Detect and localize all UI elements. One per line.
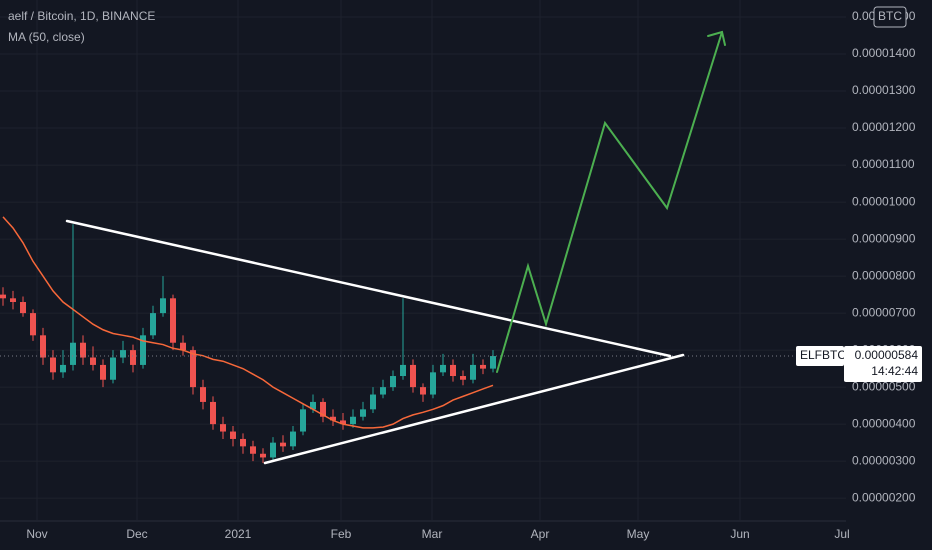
candle-body — [210, 401, 216, 425]
candle-body — [400, 364, 406, 377]
x-tick-label: Jul — [834, 527, 849, 541]
candle-body — [490, 356, 496, 369]
candle-body — [370, 394, 376, 410]
grid — [0, 0, 846, 520]
candle-body — [30, 313, 36, 336]
candle-body — [20, 302, 26, 314]
x-tick-label: Mar — [422, 527, 443, 541]
trend-line — [65, 219, 672, 358]
candle-body — [140, 335, 146, 365]
y-tick-label: 0.00000700 — [852, 305, 916, 319]
candle-body — [350, 416, 356, 425]
y-tick-label: 0.00001300 — [852, 83, 916, 97]
candle-body — [170, 298, 176, 343]
x-tick-label: Apr — [531, 527, 550, 541]
candle-body — [200, 387, 206, 402]
currency-badge — [873, 6, 907, 28]
symbol-box — [796, 346, 844, 366]
currency: BTC — [878, 9, 902, 23]
x-tick-label: 2021 — [225, 527, 252, 541]
candle-body — [60, 364, 66, 373]
candle-body — [150, 313, 156, 336]
candle-body — [300, 409, 306, 432]
x-tick-label: Nov — [26, 527, 47, 541]
y-tick-label: 0.00000400 — [852, 416, 916, 430]
candle-body — [250, 446, 256, 454]
ma-line — [2, 216, 494, 429]
candle-body — [290, 431, 296, 447]
y-tick-label: 0.00000500 — [852, 379, 916, 393]
candle-body — [340, 420, 346, 425]
price-axis — [846, 0, 932, 550]
candle-body — [110, 357, 116, 380]
candle-body — [10, 298, 16, 303]
projection — [496, 31, 723, 373]
y-tick-label: 0.00000900 — [852, 231, 916, 245]
candle-body — [0, 294, 6, 299]
x-tick-label: Jun — [730, 527, 749, 541]
plot — [0, 216, 846, 464]
countdown: 14:42:44 — [871, 364, 918, 378]
candle-body — [280, 442, 286, 447]
ma-legend: MA (50, close) — [8, 30, 85, 44]
x-tick-label: Dec — [126, 527, 147, 541]
arrow-head — [707, 30, 726, 46]
y-tick-label: 0.00001100 — [852, 157, 915, 171]
x-tick-label: Feb — [331, 527, 352, 541]
y-tick-label: 0.00001000 — [852, 194, 916, 208]
candle-body — [390, 376, 396, 388]
candle-body — [310, 401, 316, 410]
candle-body — [50, 357, 56, 373]
x-tick-label: May — [627, 527, 650, 541]
candle-body — [230, 431, 236, 439]
y-tick-label: 0.00000300 — [852, 453, 916, 467]
last-price: 0.00000584 — [855, 348, 919, 362]
symbol: ELFBTC — [800, 348, 846, 362]
candle-body — [440, 364, 446, 373]
candle-body — [100, 364, 106, 380]
candle-body — [240, 438, 246, 447]
candle-body — [80, 342, 86, 358]
candle-body — [460, 376, 466, 380]
candle-body — [180, 342, 186, 351]
drawings — [65, 30, 726, 465]
candle-body — [410, 364, 416, 388]
trend-line — [263, 353, 685, 465]
price-box — [844, 346, 922, 382]
title: aelf / Bitcoin, 1D, BINANCE — [8, 9, 155, 23]
candle-body — [220, 424, 226, 432]
candle-body — [270, 442, 276, 458]
candle-body — [380, 387, 386, 395]
candle-body — [330, 416, 336, 421]
candle-body — [420, 387, 426, 395]
candle-body — [360, 409, 366, 417]
candle-body — [320, 401, 326, 417]
candle-body — [40, 335, 46, 358]
candle-body — [130, 350, 136, 365]
candle-body — [450, 364, 456, 377]
candle-body — [260, 453, 266, 458]
axes: 0.000015000.000014000.000013000.00001200… — [26, 9, 915, 541]
candle-body — [90, 357, 96, 365]
candle-body — [70, 342, 76, 365]
y-tick-label: 0.00001200 — [852, 120, 916, 134]
candle-body — [120, 350, 126, 358]
candle-body — [190, 350, 196, 388]
candle-body — [470, 364, 476, 380]
candle-body — [430, 372, 436, 395]
y-tick-label: 0.00001400 — [852, 46, 916, 60]
candle-body — [480, 364, 486, 369]
y-tick-label: 0.00000800 — [852, 268, 916, 282]
candle-body — [160, 298, 166, 314]
y-tick-label: 0.00000200 — [852, 490, 916, 504]
